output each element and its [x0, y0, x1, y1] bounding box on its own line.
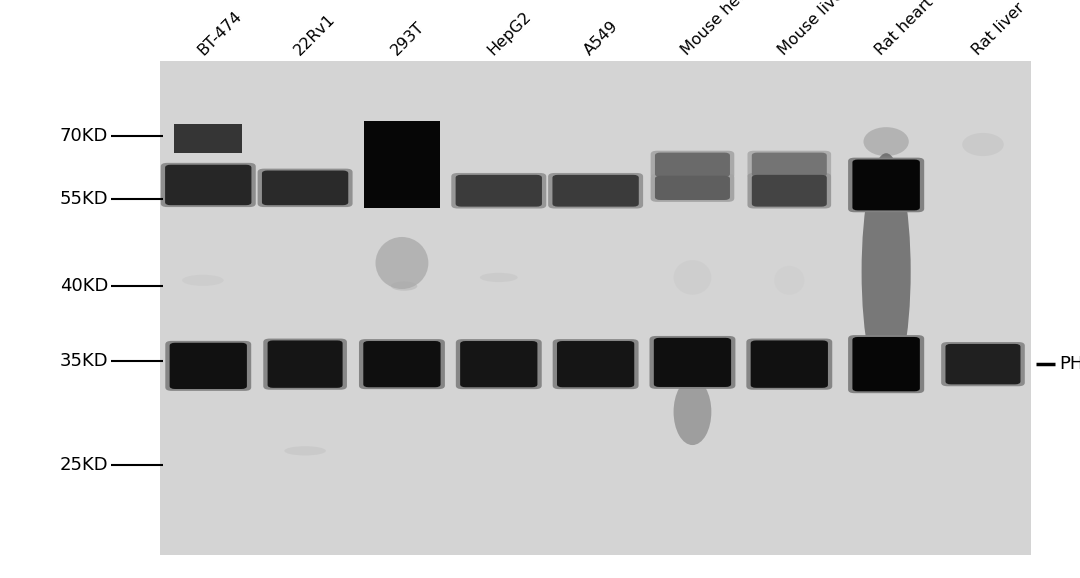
FancyBboxPatch shape — [848, 158, 924, 212]
Text: 70KD: 70KD — [59, 127, 108, 145]
FancyBboxPatch shape — [553, 339, 638, 389]
FancyBboxPatch shape — [746, 339, 833, 390]
Text: PHB2: PHB2 — [1059, 355, 1080, 373]
Ellipse shape — [962, 133, 1003, 156]
FancyBboxPatch shape — [258, 169, 352, 207]
FancyBboxPatch shape — [553, 175, 638, 206]
FancyBboxPatch shape — [848, 335, 924, 393]
FancyBboxPatch shape — [747, 151, 832, 179]
FancyBboxPatch shape — [852, 337, 920, 391]
Text: 40KD: 40KD — [59, 277, 108, 295]
FancyBboxPatch shape — [650, 174, 734, 202]
FancyBboxPatch shape — [268, 340, 342, 388]
Ellipse shape — [674, 379, 712, 445]
FancyBboxPatch shape — [262, 171, 348, 205]
FancyBboxPatch shape — [653, 338, 731, 387]
FancyBboxPatch shape — [649, 336, 735, 389]
FancyBboxPatch shape — [460, 341, 538, 387]
FancyBboxPatch shape — [654, 153, 730, 177]
Text: HepG2: HepG2 — [485, 9, 535, 58]
Text: 35KD: 35KD — [59, 352, 108, 370]
Text: Mouse heart: Mouse heart — [678, 0, 760, 58]
Bar — [364, 121, 440, 208]
Bar — [174, 124, 242, 153]
Text: 25KD: 25KD — [59, 456, 108, 475]
Text: 293T: 293T — [388, 19, 427, 58]
FancyBboxPatch shape — [751, 340, 828, 388]
FancyBboxPatch shape — [456, 339, 542, 389]
Ellipse shape — [284, 446, 326, 455]
Text: Mouse liver: Mouse liver — [775, 0, 851, 58]
Ellipse shape — [864, 127, 908, 156]
FancyBboxPatch shape — [363, 341, 441, 387]
Ellipse shape — [774, 266, 805, 295]
FancyBboxPatch shape — [557, 341, 634, 387]
Text: A549: A549 — [582, 18, 622, 58]
FancyBboxPatch shape — [549, 173, 643, 209]
FancyBboxPatch shape — [170, 343, 247, 389]
FancyBboxPatch shape — [752, 175, 827, 206]
Text: Rat heart: Rat heart — [873, 0, 936, 58]
FancyBboxPatch shape — [654, 176, 730, 200]
Text: Rat liver: Rat liver — [969, 0, 1027, 58]
FancyBboxPatch shape — [451, 173, 546, 209]
Ellipse shape — [391, 281, 417, 291]
FancyBboxPatch shape — [359, 339, 445, 389]
Bar — [160, 61, 1031, 555]
Text: 55KD: 55KD — [59, 190, 108, 209]
FancyBboxPatch shape — [456, 175, 542, 206]
FancyBboxPatch shape — [752, 153, 827, 177]
Text: BT-474: BT-474 — [194, 8, 244, 58]
FancyBboxPatch shape — [747, 173, 832, 209]
FancyBboxPatch shape — [650, 151, 734, 179]
FancyBboxPatch shape — [852, 160, 920, 210]
FancyBboxPatch shape — [165, 165, 252, 205]
Ellipse shape — [674, 260, 712, 295]
FancyBboxPatch shape — [264, 339, 347, 390]
Ellipse shape — [862, 153, 910, 390]
Ellipse shape — [480, 273, 517, 282]
Ellipse shape — [376, 237, 429, 289]
FancyBboxPatch shape — [941, 342, 1025, 386]
Text: 22Rv1: 22Rv1 — [292, 11, 338, 58]
FancyBboxPatch shape — [165, 341, 252, 391]
Ellipse shape — [183, 275, 224, 286]
FancyBboxPatch shape — [945, 344, 1021, 384]
FancyBboxPatch shape — [161, 163, 256, 207]
